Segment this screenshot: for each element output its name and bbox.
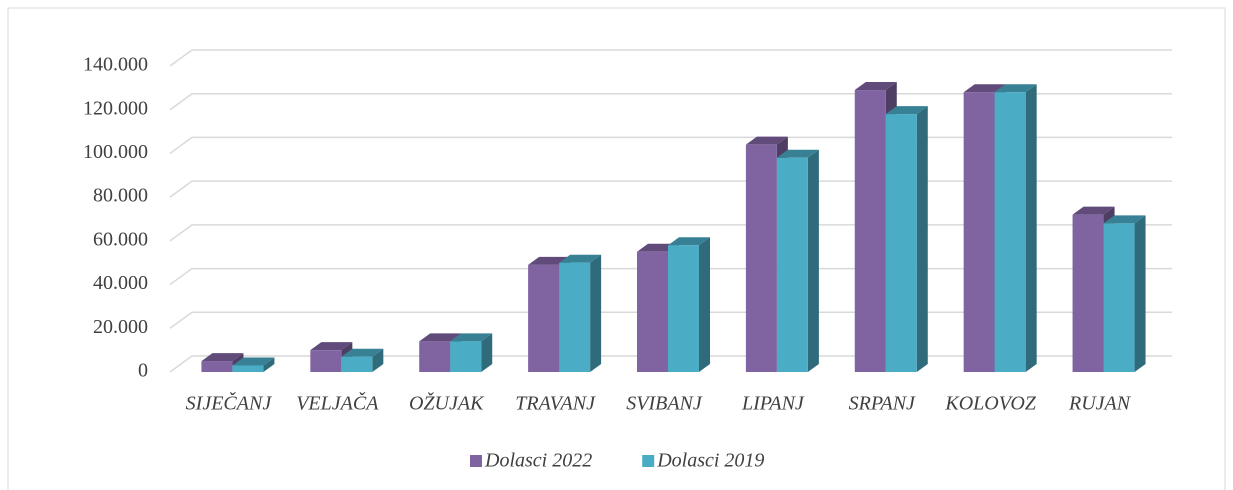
bar: [745, 144, 777, 372]
bar-side: [372, 348, 384, 372]
x-tick-label: SVIBANJ: [626, 393, 703, 415]
bar: [1072, 214, 1104, 372]
bar: [994, 92, 1026, 372]
x-tick-label: VELJAČA: [296, 391, 379, 415]
grid-line: [169, 136, 1172, 155]
bar-top: [1072, 206, 1115, 215]
bar: [310, 350, 342, 372]
bar-top: [419, 333, 462, 342]
bar-top: [668, 237, 710, 246]
bar-side: [481, 333, 493, 372]
chart-frame: [7, 7, 1226, 490]
bar: [963, 92, 995, 372]
legend-label: Dolasci 2022: [484, 450, 592, 472]
x-tick-label: KOLOVOZ: [944, 393, 1036, 415]
bar-side: [1134, 215, 1146, 372]
bar: [1103, 223, 1135, 372]
bar-top: [341, 348, 384, 357]
y-tick-label: 80.000: [93, 185, 148, 207]
legend-swatch: [642, 455, 655, 467]
grid-line: [169, 267, 1172, 286]
grid-line: [169, 180, 1172, 198]
bar-top: [963, 84, 1006, 93]
bar: [854, 90, 886, 373]
x-tick-label: TRAVANJ: [515, 393, 596, 415]
x-tick-label: OŽUJAK: [409, 392, 485, 415]
bar: [232, 365, 264, 372]
grid-line: [169, 311, 1172, 329]
x-tick-label: RUJAN: [1068, 393, 1132, 415]
legend-swatch: [470, 455, 482, 467]
bar: [885, 114, 917, 372]
bar-side: [590, 254, 602, 372]
bar-top: [310, 342, 353, 351]
y-tick-label: 60.000: [93, 228, 148, 250]
y-tick-label: 20.000: [93, 316, 148, 338]
y-tick-label: 120.000: [83, 97, 148, 119]
x-tick-label: SRPANJ: [849, 393, 916, 415]
bar: [559, 262, 591, 372]
bar-side: [916, 106, 928, 372]
bar: [637, 251, 668, 372]
bar-side: [699, 237, 710, 372]
bar-top: [885, 106, 928, 115]
y-tick-label: 0: [138, 360, 148, 382]
grid-line: [169, 355, 1172, 373]
bar-top: [201, 353, 244, 362]
bar: [341, 356, 373, 372]
bar-top: [745, 136, 788, 145]
bar-side: [1025, 84, 1037, 372]
bar-top: [1103, 215, 1146, 224]
bar: [201, 361, 233, 372]
bar-top: [450, 333, 493, 342]
bar-top: [994, 84, 1037, 93]
y-tick-label: 100.000: [83, 141, 148, 163]
bar-top: [559, 254, 602, 263]
grid-line: [169, 49, 1172, 67]
bar: [450, 341, 482, 372]
bar: [776, 157, 808, 372]
bar: [528, 264, 560, 372]
bar-top: [854, 82, 897, 91]
y-tick-label: 40.000: [93, 272, 148, 294]
bar: [668, 245, 699, 372]
bar-side: [807, 149, 819, 372]
bar-side: [263, 357, 275, 372]
bar-top: [776, 149, 819, 158]
grid-line: [169, 224, 1172, 242]
bar: [419, 341, 451, 372]
grid-line: [169, 92, 1172, 111]
legend-label: Dolasci 2019: [656, 450, 764, 472]
bar-top: [232, 357, 275, 366]
x-tick-label: SIJEČANJ: [186, 391, 273, 415]
y-tick-label: 140.000: [83, 54, 148, 76]
x-tick-label: LIPANJ: [741, 393, 805, 415]
